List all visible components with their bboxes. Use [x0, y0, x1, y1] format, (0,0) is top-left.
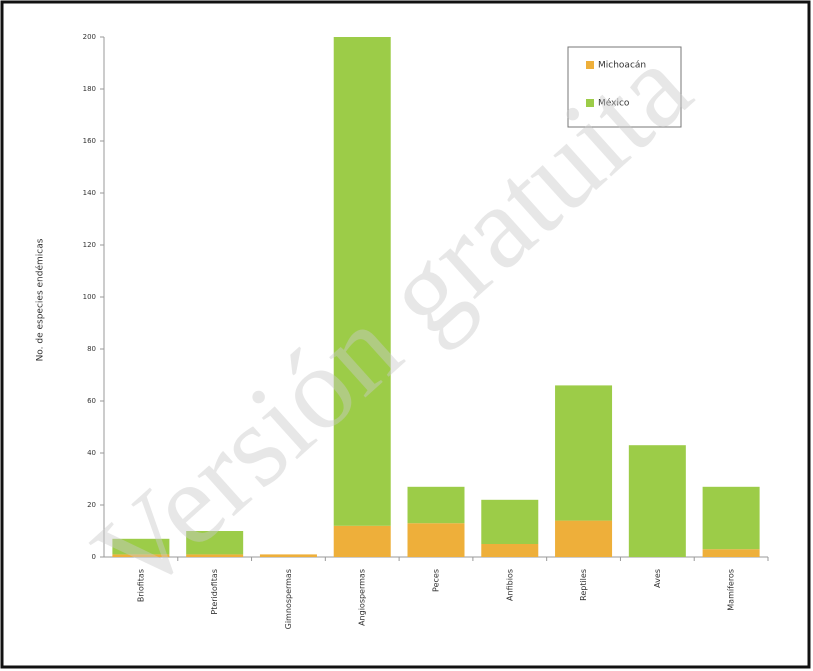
y-axis-label: No. de especies endémicas	[35, 238, 46, 361]
x-tick-label: Aves	[653, 569, 662, 588]
y-tick-label: 120	[83, 241, 96, 249]
bar-segment	[333, 37, 391, 526]
x-tick-label: Mamíferos	[727, 569, 736, 611]
x-tick-label: Anfibios	[505, 569, 514, 601]
y-tick-label: 20	[87, 501, 96, 509]
legend-swatch	[586, 99, 594, 107]
bar-segment	[259, 554, 317, 557]
x-tick-label: Reptiles	[579, 569, 588, 601]
y-tick-label: 140	[83, 189, 96, 197]
bar-segment	[407, 523, 465, 557]
legend-box	[567, 46, 682, 128]
x-tick-label: Pteridofitas	[210, 569, 219, 615]
y-tick-label: 180	[83, 85, 96, 93]
x-tick-label: Gimnospermas	[284, 569, 293, 629]
bar-segment	[481, 544, 539, 557]
bar-segment	[112, 554, 170, 557]
bar-segment	[407, 486, 465, 524]
legend-label: Michoacán	[598, 61, 646, 71]
x-tick-label: Angiospermas	[358, 569, 367, 626]
y-tick-label: 100	[83, 293, 96, 301]
bar-segment	[186, 531, 244, 555]
legend-label: México	[598, 98, 630, 109]
x-tick-label: Briofitas	[136, 569, 145, 602]
bar-segment	[112, 538, 170, 555]
bar-segment	[702, 549, 760, 557]
y-tick-label: 80	[87, 345, 96, 353]
bar-segment	[628, 445, 686, 557]
legend-swatch	[586, 61, 594, 69]
bar-segment	[333, 525, 391, 557]
bar-segment	[555, 385, 613, 521]
y-tick-label: 0	[92, 553, 96, 561]
bar-segment	[481, 499, 539, 544]
y-tick-label: 200	[83, 33, 96, 41]
bar-segment	[702, 486, 760, 550]
bar-segment	[555, 520, 613, 557]
y-tick-label: 40	[87, 449, 96, 457]
bar-segment	[186, 554, 244, 557]
y-tick-label: 60	[87, 397, 96, 405]
y-tick-label: 160	[83, 137, 96, 145]
x-tick-label: Peces	[432, 569, 441, 592]
